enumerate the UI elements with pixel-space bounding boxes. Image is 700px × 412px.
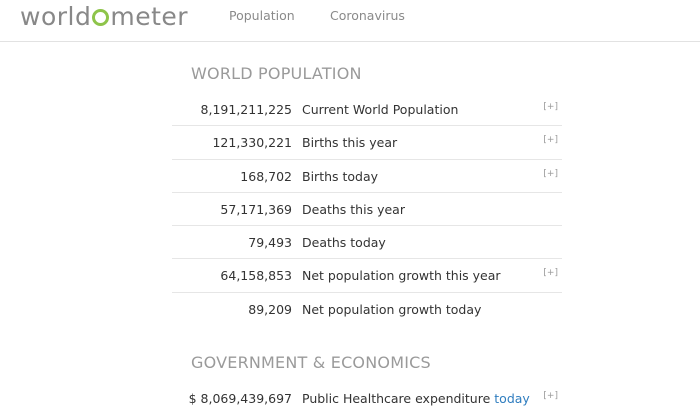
- counter-label: Births today: [302, 168, 379, 184]
- counter-value: 64,158,853: [220, 268, 292, 284]
- counter-label: Deaths today: [302, 235, 386, 251]
- logo-text-prefix: world: [20, 2, 92, 31]
- nav-link-coronavirus[interactable]: Coronavirus: [330, 8, 405, 23]
- counter-row: 57,171,369 Deaths this year: [172, 193, 562, 227]
- counter-row: 8,191,211,225 Current World Population […: [172, 93, 562, 127]
- counter-label: Births this year: [302, 135, 398, 151]
- counter-row: 64,158,853 Net population growth this ye…: [172, 259, 562, 293]
- counter-label: Public Healthcare expenditure today: [302, 391, 530, 406]
- nav-link-population[interactable]: Population: [229, 8, 295, 23]
- expand-toggle[interactable]: [+]: [543, 391, 558, 401]
- expand-toggle[interactable]: [+]: [543, 268, 558, 279]
- counter-value: 57,171,369: [220, 201, 292, 217]
- counter-value: 8,191,211,225: [200, 102, 292, 117]
- counter-row: 121,330,221 Births this year [+]: [172, 126, 562, 160]
- counter-value: 79,493: [248, 235, 292, 251]
- counter-value: $ 8,069,439,697: [188, 391, 292, 406]
- section-title-world-population: WORLD POPULATION: [191, 64, 362, 83]
- counter-label: Net population growth this year: [302, 268, 501, 284]
- counter-row: $ 8,069,439,697 Public Healthcare expend…: [172, 382, 562, 412]
- counter-label: Current World Population: [302, 102, 459, 117]
- counter-row: 79,493 Deaths today: [172, 226, 562, 260]
- counter-value: 168,702: [240, 168, 292, 184]
- counter-row: 168,702 Births today [+]: [172, 160, 562, 193]
- counter-value: 121,330,221: [212, 135, 292, 151]
- counter-label-text: Public Healthcare expenditure: [302, 391, 491, 406]
- world-population-counter-list: 8,191,211,225 Current World Population […: [172, 93, 562, 326]
- expand-toggle[interactable]: [+]: [543, 135, 558, 146]
- worldometer-logo[interactable]: world meter: [20, 2, 188, 32]
- expand-toggle[interactable]: [+]: [543, 102, 558, 112]
- section-title-government-economics: GOVERNMENT & ECONOMICS: [191, 353, 431, 372]
- counter-row: 89,209 Net population growth today: [172, 293, 562, 326]
- logo-text-suffix: meter: [110, 2, 189, 31]
- top-navigation-bar: world meter Population Coronavirus: [0, 0, 700, 42]
- today-link[interactable]: today: [494, 391, 530, 406]
- counter-value: 89,209: [248, 301, 292, 317]
- counter-label: Deaths this year: [302, 201, 405, 217]
- counter-label: Net population growth today: [302, 301, 482, 317]
- logo-globe-icon: [92, 9, 110, 26]
- expand-toggle[interactable]: [+]: [543, 168, 558, 179]
